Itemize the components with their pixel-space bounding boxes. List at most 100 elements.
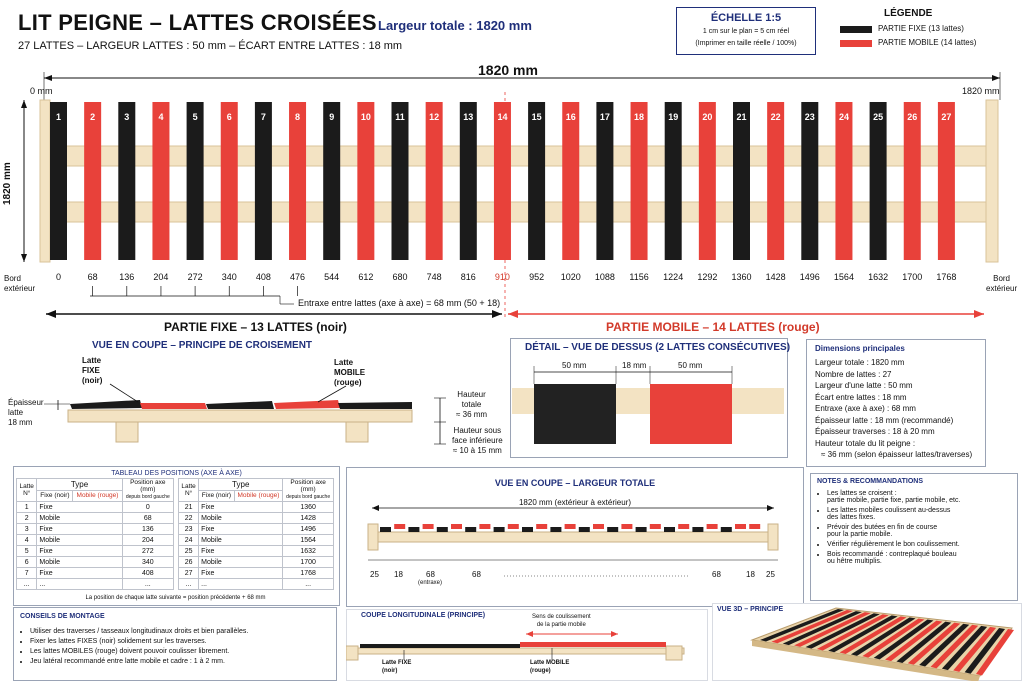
iso-slat: [816, 614, 889, 651]
slat-18: [630, 102, 648, 260]
position-label: 272: [187, 272, 203, 282]
section-slat: [436, 527, 448, 532]
longitudinal-drawing: [346, 631, 685, 661]
slat-number: 12: [429, 112, 439, 122]
slat-number: 11: [395, 112, 405, 122]
slat-2: [84, 102, 102, 260]
iso-slat: [839, 616, 907, 655]
iso-slat: [919, 623, 970, 667]
section-slat: [607, 527, 619, 532]
slat-number: 14: [497, 112, 507, 122]
longi-fixe-label: Latte FIXE (noir): [382, 660, 412, 674]
section-slat: [507, 524, 519, 529]
slat-20: [698, 102, 716, 260]
th-latte: Latte N°: [15, 478, 38, 502]
conseil-item: Utiliser des traverses / tasseaux longit…: [30, 628, 342, 635]
slat-number: 5: [193, 112, 198, 122]
dimensions-title: Dimensions principales: [815, 344, 905, 353]
iso-slat: [976, 629, 1014, 676]
detail-width-2: 50 mm: [678, 361, 703, 370]
section-slat: [550, 527, 562, 532]
legend-fixed-label: PARTIE FIXE (13 lattes): [878, 24, 964, 33]
position-label: 1360: [731, 272, 752, 282]
position-label: 910: [494, 272, 510, 282]
position-label: 1700: [902, 272, 923, 282]
slat-number: 7: [261, 112, 266, 122]
position-label: 1428: [765, 272, 786, 282]
section-slat: [749, 524, 761, 529]
section-slat: [635, 527, 647, 532]
slat-number: 27: [941, 112, 951, 122]
position-label: 1496: [799, 272, 820, 282]
th-type: Type: [36, 478, 123, 491]
section-slat: [735, 524, 746, 529]
fixed-part-label: PARTIE FIXE – 13 LATTES (noir): [164, 320, 347, 334]
th-mobile: Mobile (rouge): [233, 489, 284, 502]
table-row: 1 Fixe 0: [15, 501, 175, 513]
position-label: 0: [55, 272, 61, 282]
page-subtitle: Largeur totale : 1820 mm: [378, 18, 532, 33]
slat-17: [596, 102, 614, 260]
section-slat: [422, 524, 434, 529]
positions-table-right: Latte N° Type Position axe (mm) depuis bord…: [177, 478, 334, 590]
dimension-line: Épaisseur latte : 18 mm (recommandé): [815, 415, 954, 425]
iso-slat: [941, 625, 988, 671]
hauteur-totale-callout: Hauteur totale ≈ 36 mm: [456, 390, 488, 419]
position-label: 408: [255, 272, 271, 282]
table-row: 25 Fixe 1632: [177, 545, 334, 557]
conseils-title: CONSEILS DE MONTAGE: [20, 613, 105, 620]
conseil-item: Les lattes MOBILES (rouge) doivent pouvo…: [30, 648, 342, 655]
slat-9: [323, 102, 341, 260]
position-label: 1224: [663, 272, 684, 282]
dimension-line: Largeur totale : 1820 mm: [815, 358, 905, 367]
section-slat: [536, 524, 548, 529]
iso-slat: [771, 610, 853, 644]
section-slat: [720, 527, 732, 532]
slat-number: 4: [158, 112, 163, 122]
table-row: 22 Mobile 1428: [177, 512, 334, 524]
full-dim-18-left: 18: [394, 570, 403, 579]
slat-number: 13: [463, 112, 473, 122]
detail-drawing: [512, 366, 784, 444]
slat-number: 2: [90, 112, 95, 122]
iso-slat: [782, 611, 862, 646]
slat-19: [664, 102, 682, 260]
table-row: 5 Fixe 272: [15, 545, 175, 557]
th-latte: Latte N°: [177, 478, 200, 502]
legend-title: LÉGENDE: [884, 8, 933, 19]
position-label: 544: [324, 272, 340, 282]
table-row: 27 Fixe 1768: [177, 567, 334, 579]
notes-list: Les lattes se croisent : partie mobile, …: [817, 490, 1023, 568]
mobile-part-label: PARTIE MOBILE – 14 LATTES (rouge): [606, 320, 820, 334]
th-mobile: Mobile (rouge): [72, 489, 123, 502]
section-slat: [593, 524, 604, 529]
iso-slat: [964, 627, 1006, 674]
epaisseur-callout: Épaisseur latte 18 mm: [8, 398, 44, 427]
note-item: Les lattes mobiles coulissent au-dessus …: [827, 507, 1023, 521]
dimensions-panel: Dimensions principales Largeur totale : …: [806, 339, 986, 467]
slat-6: [220, 102, 238, 260]
section-slat: [692, 527, 704, 532]
view3d-title: VUE 3D – PRINCIPE: [717, 606, 784, 613]
position-label: 1156: [629, 272, 649, 282]
scale-line2: (Imprimer en taille réelle / 100%): [695, 40, 797, 47]
iso-slat: [828, 615, 898, 653]
full-dim-entraxe: (entraxe): [418, 580, 443, 586]
position-label: 1768: [936, 272, 957, 282]
section-slat: [621, 524, 633, 529]
scale-box: ÉCHELLE 1:5 1 cm sur le plan = 5 cm réel…: [676, 7, 816, 55]
slat-number: 21: [736, 112, 746, 122]
slat-number: 16: [566, 112, 576, 122]
cross-section-drawing: [44, 383, 446, 445]
detail-title: DÉTAIL – VUE DE DESSUS (2 LATTES CONSÉCU…: [525, 342, 791, 353]
section-slat: [394, 524, 406, 529]
iso-slat: [930, 624, 979, 669]
note-item: Prévoir des butées en fin de course pour…: [827, 524, 1023, 538]
slat-number: 24: [839, 112, 849, 122]
iso-slat: [885, 620, 943, 662]
slat-number: 3: [124, 112, 129, 122]
section-slat: [664, 527, 675, 532]
full-section-dim: 1820 mm (extérieur à extérieur): [518, 498, 632, 507]
slat-4: [152, 102, 170, 260]
bord-left-label: Bord extérieur: [4, 274, 36, 293]
